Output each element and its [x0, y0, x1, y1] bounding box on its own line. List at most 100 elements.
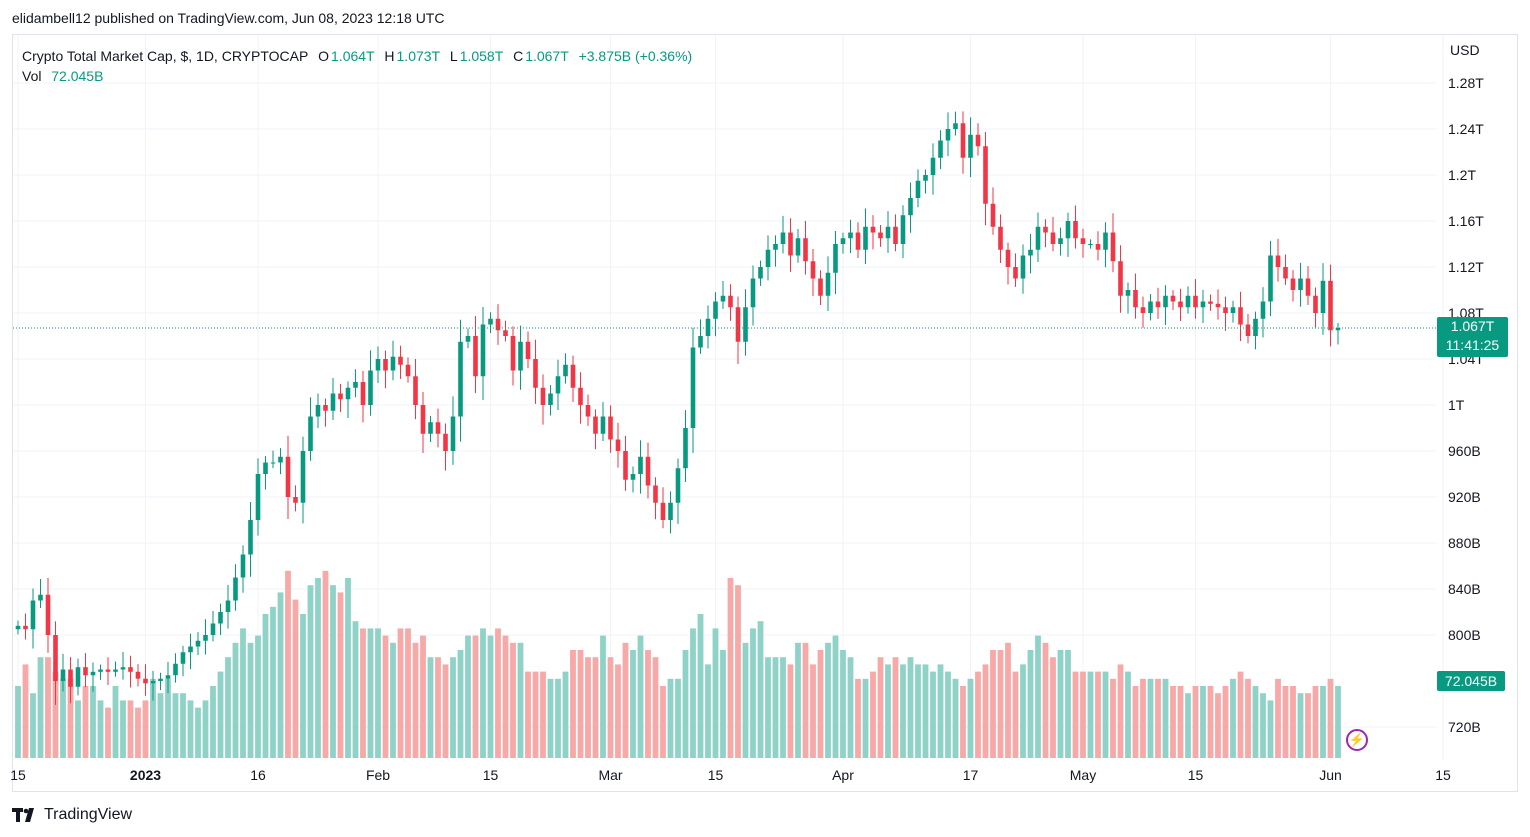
symbol-name: Crypto Total Market Cap, $, 1D, CRYPTOCA…	[22, 48, 309, 64]
candle-body	[128, 667, 133, 672]
candle-body	[1313, 295, 1318, 313]
candle-body	[413, 376, 418, 405]
volume-bar	[1275, 678, 1281, 758]
volume-bar	[1140, 678, 1146, 758]
candle-body	[623, 451, 628, 480]
candle-body	[458, 341, 463, 417]
volume-bar	[240, 628, 246, 758]
volume-bar	[600, 635, 606, 758]
candle-body	[540, 387, 546, 405]
tradingview-logo-icon	[12, 808, 34, 822]
candle-body	[495, 318, 501, 331]
volume-bar	[442, 664, 449, 758]
candle-body	[308, 416, 313, 451]
volume-bar	[435, 657, 441, 758]
candle-body	[735, 307, 741, 342]
lightning-icon[interactable]: ⚡	[1346, 729, 1368, 751]
x-tick-label: Apr	[832, 767, 854, 783]
volume-bar	[97, 700, 104, 758]
volume-bar	[127, 700, 134, 758]
candle-body	[690, 347, 696, 428]
current-volume-tag: 72.045B	[1437, 671, 1505, 691]
volume-bar	[487, 635, 494, 758]
x-tick-label: 15	[483, 767, 499, 783]
volume-bar	[1282, 686, 1289, 758]
candle-body	[1238, 307, 1243, 325]
candle-body	[360, 382, 366, 405]
candle-body	[1043, 226, 1048, 233]
candle-body	[1088, 244, 1093, 245]
volume-bar	[1222, 686, 1229, 758]
volume-bar	[990, 650, 996, 758]
candle-body	[893, 226, 898, 244]
brand-name: TradingView	[44, 806, 133, 823]
high-label: H	[384, 48, 395, 64]
volume-bar	[472, 635, 479, 758]
volume-bar	[772, 657, 779, 758]
candle-body	[1298, 278, 1303, 290]
candle-body	[968, 134, 973, 158]
x-tick-label: Feb	[366, 767, 390, 783]
close-label: C	[513, 48, 524, 64]
volume-bar	[652, 657, 659, 758]
bar-countdown: 11:41:25	[1445, 337, 1500, 353]
y-tick-label: 1T	[1448, 397, 1465, 413]
candle-body	[758, 267, 763, 279]
candle-body	[195, 640, 201, 647]
volume-bar	[427, 657, 434, 758]
volume-bar	[247, 642, 254, 758]
candle-body	[833, 244, 838, 273]
tradingview-logo[interactable]: TradingView	[12, 806, 132, 824]
candle-body	[255, 474, 261, 520]
volume-bar	[967, 678, 974, 758]
volume-bar	[22, 664, 29, 758]
volume-bar	[502, 635, 509, 758]
candle-body	[953, 123, 958, 129]
volume-label: Vol	[22, 68, 42, 84]
candle-body	[398, 356, 403, 365]
volume-bar	[517, 642, 524, 758]
volume-bar	[157, 693, 164, 758]
volume-bar	[1132, 686, 1139, 758]
volume-bar	[675, 678, 681, 758]
candle-body	[1073, 221, 1078, 239]
candle-body	[750, 278, 756, 308]
volume-bar	[795, 642, 801, 758]
volume-bar	[532, 671, 539, 758]
candle-body	[1268, 255, 1273, 302]
candle-body	[38, 594, 43, 601]
volume-bar	[660, 686, 666, 758]
volume-bar	[1245, 678, 1251, 758]
candle-body	[1155, 301, 1161, 308]
volume-bar	[525, 671, 531, 758]
volume-bar	[375, 628, 381, 758]
volume-bar	[825, 642, 831, 758]
candle-body	[593, 416, 598, 434]
current-price-value: 1.067T	[1450, 318, 1495, 334]
currency-label[interactable]: USD	[1450, 42, 1480, 58]
candle-body	[15, 625, 21, 630]
volume-bar	[1110, 678, 1116, 758]
candle-body	[1215, 303, 1221, 308]
volume-bar	[1027, 650, 1034, 758]
y-tick-label: 920B	[1448, 489, 1481, 505]
candle-body	[293, 497, 298, 503]
volume-bar	[705, 664, 711, 758]
candle-body	[383, 359, 388, 371]
volume-bar	[622, 642, 629, 758]
candle-body	[908, 198, 913, 216]
candle-body	[1103, 232, 1108, 250]
volume-bar	[510, 642, 516, 758]
candle-body	[608, 416, 613, 440]
candle-body	[120, 667, 126, 670]
candle-body	[923, 175, 928, 181]
candle-body	[1058, 238, 1063, 244]
candle-body	[570, 364, 576, 388]
volume-bar	[1200, 686, 1206, 758]
volume-bar	[1335, 686, 1341, 758]
x-tick-label: 15	[1435, 767, 1451, 783]
candle-body	[113, 669, 118, 672]
candle-body	[683, 428, 688, 469]
candle-body	[600, 416, 606, 434]
